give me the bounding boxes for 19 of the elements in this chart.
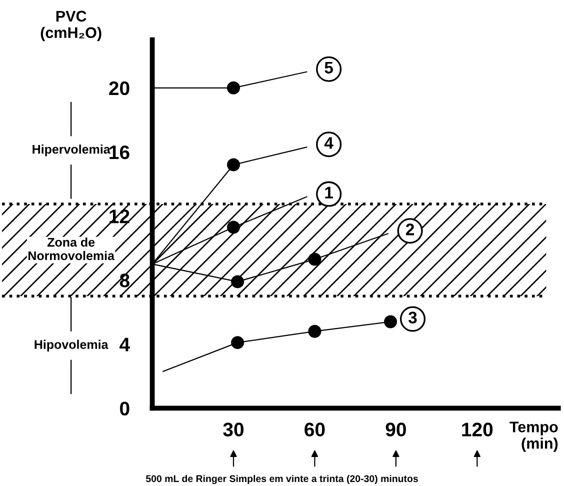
y-tick-label: 20 <box>109 81 130 96</box>
y-axis-title: PVC (cmH₂O) <box>40 10 102 42</box>
band-label: Zona de Normovolemia <box>28 238 115 260</box>
y-tick-label: 4 <box>120 338 130 352</box>
y-tick-label: 0 <box>120 402 130 416</box>
series-label: 2 <box>406 224 414 236</box>
x-tick-label: 60 <box>304 422 325 436</box>
text: 500 mL de Ringer Simples em vinte a trinta (20-30) minutos <box>146 474 418 484</box>
series-label: 3 <box>408 312 417 324</box>
text: Hipovolemia <box>34 340 108 352</box>
series-label: 5 <box>324 62 333 74</box>
x-tick-label: 90 <box>386 422 406 436</box>
y-tick-label: 16 <box>110 145 130 160</box>
x-axis-title: Tempo (min) <box>510 422 558 452</box>
series-label: 4 <box>324 137 334 149</box>
x-tick-label: 120 <box>462 422 493 436</box>
x-tick-label: 30 <box>223 422 244 436</box>
series-label: 1 <box>325 186 333 198</box>
text: Hipervolemia <box>32 144 110 156</box>
